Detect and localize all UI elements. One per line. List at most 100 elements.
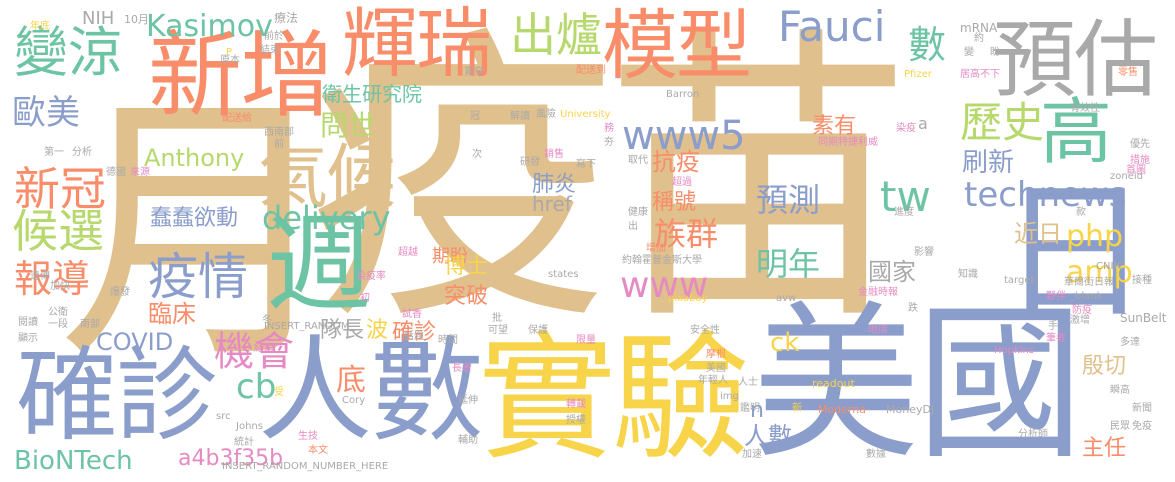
word: 變涼 xyxy=(14,21,122,84)
word: 增加 xyxy=(646,243,666,254)
word: 月 xyxy=(58,68,340,397)
word: 長者 xyxy=(452,363,472,374)
word: 約翰霍普金斯大學 xyxy=(622,255,702,266)
word: 南部 xyxy=(80,319,100,330)
word: 爆發 xyxy=(110,287,130,298)
word: 輝瑞 xyxy=(342,0,492,88)
word: 結論 xyxy=(254,343,274,354)
word: 稱號 xyxy=(652,190,697,215)
word: 貫穿 xyxy=(464,67,484,78)
word: 時間 xyxy=(438,335,458,346)
word: 候選 xyxy=(12,204,104,258)
word: 同期特捷利威 xyxy=(818,137,878,148)
word: 染疫 xyxy=(896,123,916,134)
word: 本文 xyxy=(308,445,328,456)
word: 寫下 xyxy=(576,159,596,170)
word: 主任 xyxy=(1082,436,1127,461)
word: 公衛 xyxy=(48,307,68,318)
word: 有效性 xyxy=(1070,103,1100,114)
word: 款 xyxy=(1076,207,1086,218)
word: 歐美 xyxy=(12,93,80,133)
word: 10月 xyxy=(124,13,149,26)
word: 分析師 xyxy=(1018,429,1048,440)
word: 突破 xyxy=(444,284,489,309)
word: 生技 xyxy=(298,431,318,442)
word: 素有 xyxy=(812,114,857,139)
word: Fauci xyxy=(778,2,886,51)
word: 約 xyxy=(974,33,984,44)
word: 知識 xyxy=(958,269,978,280)
word: 數據 xyxy=(866,449,886,460)
word: 肺炎 xyxy=(532,172,577,197)
word: 超越 xyxy=(398,247,418,258)
word: 數 xyxy=(908,23,947,67)
word: 研發 xyxy=(520,157,540,168)
word: 跌 xyxy=(908,303,918,314)
word: 冠 xyxy=(470,111,480,122)
word: 批 xyxy=(492,313,502,324)
word: 德國 xyxy=(106,167,126,178)
word: 地席 xyxy=(868,325,888,336)
word: Anthony xyxy=(144,144,245,172)
word: 輔助 xyxy=(458,435,478,446)
word: 實驗 xyxy=(478,318,750,479)
word: 新增 xyxy=(148,22,334,131)
word: 金融時報 xyxy=(858,287,898,298)
word: Johns xyxy=(236,421,263,432)
word: 期盼 xyxy=(432,246,468,267)
word: 民眾 xyxy=(1110,421,1130,432)
word: readout xyxy=(812,377,855,390)
word: 週 xyxy=(266,203,372,326)
word: 超過 xyxy=(672,177,692,188)
word: 摩根 xyxy=(706,349,726,360)
word: 日 xyxy=(1000,166,1151,340)
word: 來源 xyxy=(130,167,150,178)
word: INSERT_RANDOM_ xyxy=(264,321,355,332)
word: 統計 xyxy=(234,437,254,448)
word: 健康 xyxy=(628,207,648,218)
word: 接種 xyxy=(1132,275,1152,286)
word: 臨床 xyxy=(148,300,196,328)
word: target xyxy=(1004,275,1035,286)
word: 安全性 xyxy=(690,325,720,336)
word: 延伸 xyxy=(458,395,478,406)
word: zoneid xyxy=(1110,171,1143,182)
word: 西南部 xyxy=(264,127,294,138)
word: 預估 xyxy=(992,11,1158,109)
word: 多達 xyxy=(1120,337,1140,348)
word: 確診 xyxy=(392,320,437,345)
word: 刷新 xyxy=(962,148,1015,178)
word: 手 xyxy=(1048,321,1058,332)
word: 問世 xyxy=(320,109,377,142)
word: 明年 xyxy=(756,245,821,283)
word: 報導 xyxy=(14,257,91,301)
word: n xyxy=(750,398,764,423)
word: _blank xyxy=(1070,291,1103,302)
word: 確診 xyxy=(16,337,218,456)
word: 配送到 xyxy=(576,65,606,76)
word: delivery xyxy=(262,199,391,237)
word: 加速 xyxy=(742,449,762,460)
word: 模型 xyxy=(602,1,752,90)
word: 務 xyxy=(604,123,614,134)
word: 人數 xyxy=(258,324,484,457)
word: 限量 xyxy=(576,335,596,346)
word: 蠢蠢欲動 xyxy=(150,206,239,231)
word: states xyxy=(548,269,579,280)
word: 解讀 xyxy=(510,111,530,122)
word: 氣候 xyxy=(258,136,396,218)
word: 人士 xyxy=(738,377,758,388)
word: 機會 xyxy=(214,329,294,375)
word: 進度 xyxy=(894,207,914,218)
word: 年底 xyxy=(30,21,50,32)
word: php xyxy=(1066,219,1124,254)
word: 閱讀 xyxy=(18,317,38,328)
word: cb xyxy=(236,367,277,407)
word: 第一 xyxy=(44,147,64,158)
word: 結束 xyxy=(260,45,280,56)
word: 次 xyxy=(472,149,482,160)
word: 措施 xyxy=(1130,155,1150,166)
word: INSERT_RANDOM_NUMBER_HERE xyxy=(222,461,389,472)
word: www xyxy=(620,265,709,306)
word: technews xyxy=(964,175,1127,215)
